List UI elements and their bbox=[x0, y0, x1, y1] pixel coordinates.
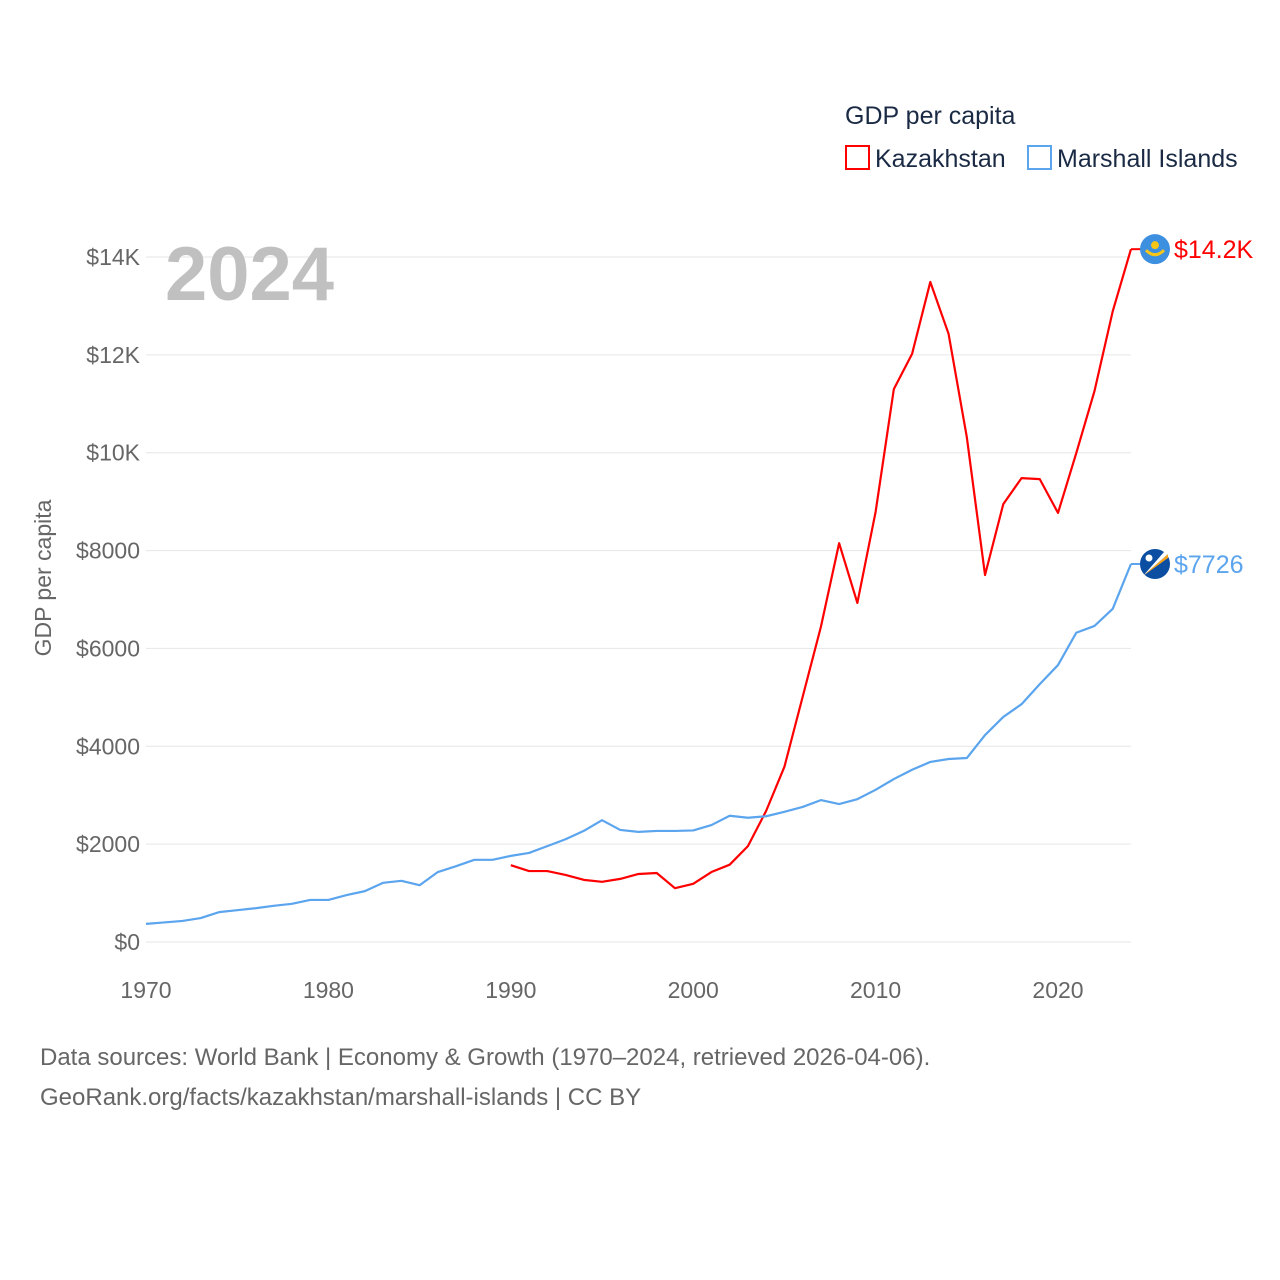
y-axis-label: GDP per capita bbox=[30, 499, 56, 656]
y-tick-label: $8000 bbox=[76, 538, 140, 564]
attribution-link[interactable]: GeoRank.org/facts/kazakhstan/marshall-is… bbox=[40, 1084, 642, 1111]
x-tick-label: 2010 bbox=[850, 977, 901, 1003]
x-tick-label: 1980 bbox=[303, 977, 354, 1003]
x-tick-label: 2000 bbox=[668, 977, 719, 1003]
legend: GDP per capita Kazakhstan Marshall Island… bbox=[845, 102, 1238, 173]
y-tick-label: $4000 bbox=[76, 733, 140, 759]
x-tick-label: 1990 bbox=[485, 977, 536, 1003]
legend-swatch bbox=[1027, 145, 1052, 170]
legend-item-marshall-islands[interactable]: Marshall Islands bbox=[1027, 145, 1238, 173]
x-tick-label: 1970 bbox=[120, 977, 171, 1003]
marshall-islands-flag-icon bbox=[1140, 548, 1170, 579]
y-tick-label: $2000 bbox=[76, 831, 140, 857]
legend-label: Marshall Islands bbox=[1057, 145, 1238, 173]
year-label: 2024 bbox=[165, 232, 334, 317]
end-value-label: $7726 bbox=[1174, 551, 1244, 579]
y-tick-label: $12K bbox=[86, 342, 140, 368]
legend-swatch bbox=[845, 145, 870, 170]
end-value-label: $14.2K bbox=[1174, 236, 1254, 264]
legend-label: Kazakhstan bbox=[875, 145, 1006, 173]
y-tick-label: $0 bbox=[114, 929, 140, 955]
grid bbox=[146, 256, 1131, 943]
series-line-kazakhstan bbox=[510, 248, 1133, 890]
y-tick-label: $6000 bbox=[76, 635, 140, 661]
y-tick-label: $14K bbox=[86, 244, 140, 270]
y-axis-ticks: $0 $2000 $4000 $6000 $8000 $10K $12K $14K bbox=[76, 244, 141, 955]
series-lines: $14.2K $7726 bbox=[145, 234, 1254, 925]
series-line-marshall-islands bbox=[145, 563, 1132, 925]
x-axis-ticks: 1970 1980 1990 2000 2010 2020 bbox=[120, 977, 1083, 1003]
y-tick-label: $10K bbox=[86, 440, 140, 466]
kazakhstan-flag-icon bbox=[1140, 234, 1170, 265]
data-sources: Data sources: World Bank | Economy & Gro… bbox=[40, 1044, 931, 1071]
legend-title: GDP per capita bbox=[845, 102, 1016, 130]
legend-item-kazakhstan[interactable]: Kazakhstan bbox=[845, 145, 1006, 173]
x-tick-label: 2020 bbox=[1032, 977, 1083, 1003]
